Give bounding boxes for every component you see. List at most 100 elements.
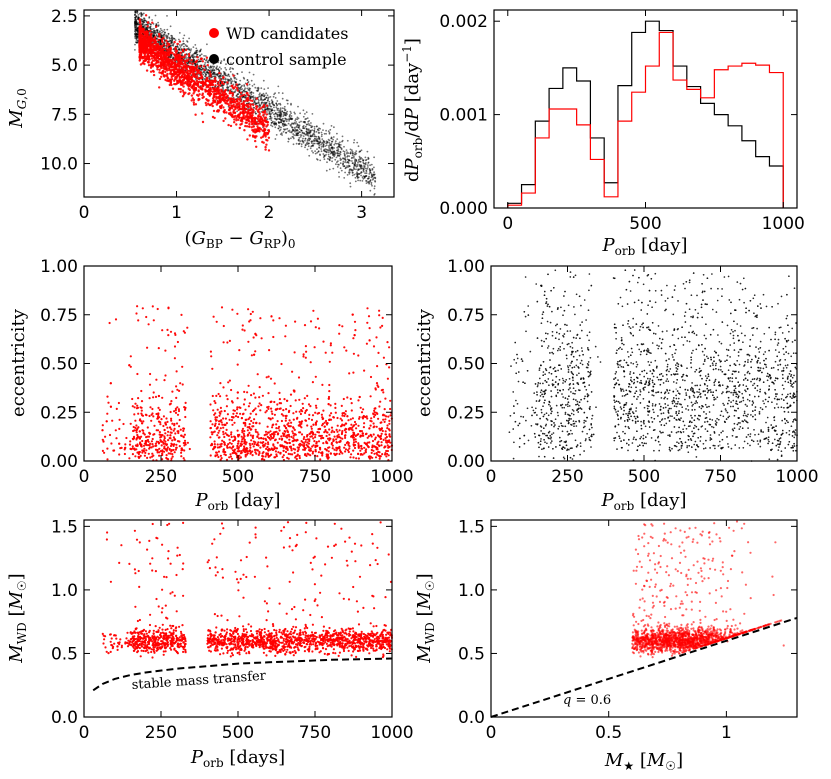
cmd-point-wd xyxy=(187,53,191,56)
cmd-point-wd xyxy=(191,84,194,87)
cmd-point-control xyxy=(312,145,315,147)
cmd-point-control xyxy=(228,79,231,81)
ecc-wd-point xyxy=(131,445,134,448)
cmd-point-control xyxy=(168,40,171,42)
cmd-point-control xyxy=(343,154,346,157)
cmd-point-control xyxy=(326,149,329,152)
cmd-point-wd xyxy=(160,54,163,57)
ecc-wd-point xyxy=(344,410,347,413)
cmd-point-wd xyxy=(226,81,229,84)
cmd-point-control xyxy=(287,137,290,140)
ecc-wd-point xyxy=(161,396,164,399)
cmd-point-wd xyxy=(152,56,156,59)
cmd-point-wd xyxy=(196,71,199,75)
cmd-point-control xyxy=(305,123,308,126)
cmd-point-control xyxy=(281,107,284,110)
cmd-point-wd xyxy=(193,74,196,77)
cmd-point-control xyxy=(333,126,335,129)
ecc-wd-point xyxy=(146,456,149,459)
cmd-point-control xyxy=(302,109,305,112)
cmd-point-control xyxy=(336,166,339,168)
cmd-point-control xyxy=(134,49,136,51)
cmd-point-control xyxy=(332,138,334,141)
cmd-point-control xyxy=(304,144,307,146)
cmd-point-wd xyxy=(138,59,141,62)
cmd-point-wd xyxy=(233,121,236,124)
cmd-point-control xyxy=(134,22,137,25)
cmd-point-wd xyxy=(139,21,142,25)
cmd-point-wd xyxy=(211,115,215,119)
cmd-point-wd xyxy=(194,88,197,92)
cmd-point-wd xyxy=(144,59,147,62)
ecc-wd-point xyxy=(110,442,113,445)
cmd-point-wd xyxy=(156,65,160,69)
cmd-point-wd xyxy=(197,97,200,101)
cmd-point-wd xyxy=(161,41,164,44)
ecc-wd-point xyxy=(363,369,366,372)
cmd-point-control xyxy=(302,132,305,135)
cmd-point-wd xyxy=(251,122,255,125)
cmd-point-wd xyxy=(249,103,252,106)
cmd-point-control xyxy=(328,139,331,142)
cmd-point-control xyxy=(220,60,223,62)
cmd-point-control xyxy=(329,148,332,151)
cmd-point-control xyxy=(323,154,326,157)
cmd-point-wd xyxy=(251,99,254,103)
ecc-wd-point xyxy=(344,450,347,453)
cmd-point-wd xyxy=(262,114,265,117)
cmd-point-control xyxy=(309,131,312,133)
cmd-point-control xyxy=(321,133,323,136)
ecc-wd-point xyxy=(354,423,358,426)
cmd-point-wd xyxy=(160,57,163,60)
cmd-point-control xyxy=(340,158,343,161)
cmd-point-control xyxy=(254,86,257,89)
cmd-point-control xyxy=(359,179,362,182)
cmd-point-wd xyxy=(161,70,164,73)
cmd-point-wd xyxy=(250,111,254,114)
cmd-point-control xyxy=(319,153,321,156)
cmd-point-control xyxy=(360,168,362,170)
cmd-point-control xyxy=(247,81,250,83)
ecc-wd-point xyxy=(287,452,290,455)
cmd-point-wd xyxy=(264,120,268,123)
cmd-point-control xyxy=(373,156,375,159)
cmd-point-wd xyxy=(146,21,150,24)
cmd-point-wd xyxy=(138,53,142,56)
cmd-point-wd xyxy=(239,91,243,95)
cmd-point-wd xyxy=(209,75,212,78)
cmd-point-control xyxy=(254,111,257,113)
cmd-point-wd xyxy=(264,148,267,151)
cmd-point-wd xyxy=(200,57,203,60)
ecc-wd-point xyxy=(211,423,214,426)
cmd-point-wd xyxy=(157,52,160,55)
cmd-point-wd xyxy=(141,29,144,32)
cmd-point-control xyxy=(246,87,249,90)
cmd-ytick-label: 10.0 xyxy=(40,155,78,175)
cmd-point-control xyxy=(262,99,264,102)
cmd-point-control xyxy=(276,100,279,102)
ecc-wd-point xyxy=(146,346,149,349)
cmd-point-control xyxy=(269,115,271,118)
ecc-wd-point xyxy=(220,419,223,422)
ecc-wd-point xyxy=(230,457,234,460)
cmd-point-wd xyxy=(224,96,227,100)
cmd-point-wd xyxy=(151,21,154,24)
cmd-point-wd xyxy=(153,59,156,62)
ecc-wd-point xyxy=(277,451,280,454)
cmd-point-control xyxy=(295,130,298,132)
cmd-point-wd xyxy=(176,64,179,68)
cmd-point-wd xyxy=(220,82,224,85)
cmd-point-control xyxy=(317,135,320,138)
cmd-point-wd xyxy=(229,124,233,128)
cmd-point-wd xyxy=(158,68,161,72)
cmd-point-control xyxy=(295,118,297,120)
cmd-point-control xyxy=(290,115,293,117)
cmd-point-wd xyxy=(217,83,220,86)
cmd-point-control xyxy=(144,19,146,22)
ecc-wd-point xyxy=(332,439,335,442)
ecc-wd-point xyxy=(134,455,137,458)
ecc-wd-point xyxy=(353,420,357,424)
cmd-point-control xyxy=(277,127,280,130)
cmd-point-control xyxy=(348,155,351,158)
cmd-point-control xyxy=(286,118,289,121)
